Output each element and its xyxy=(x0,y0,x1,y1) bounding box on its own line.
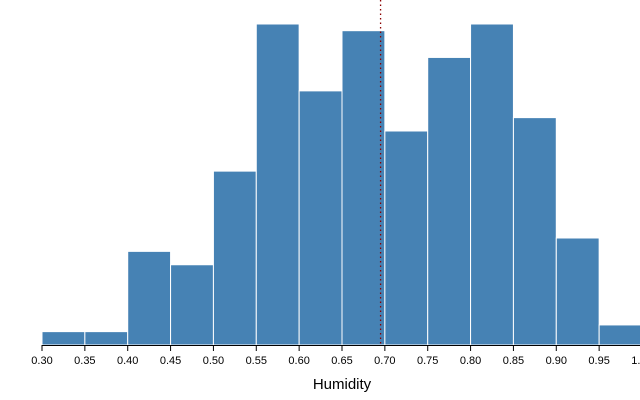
histogram-bar xyxy=(170,264,214,346)
histogram-bar xyxy=(555,237,600,346)
histogram-bar xyxy=(470,23,514,346)
histogram-bar xyxy=(127,250,172,346)
x-tick-label: 0.80 xyxy=(460,355,481,367)
x-tick-label: 0.90 xyxy=(546,355,567,367)
x-tick-label: 0.50 xyxy=(203,355,224,367)
histogram-bar xyxy=(427,56,472,346)
x-tick-label: 0.60 xyxy=(288,355,309,367)
x-tick-label: 0.35 xyxy=(74,355,95,367)
x-axis-title: Humidity xyxy=(313,376,372,393)
histogram-bar xyxy=(512,117,557,346)
histogram-bar xyxy=(84,331,129,346)
histogram-bar xyxy=(384,130,429,346)
histogram-bars xyxy=(41,23,640,346)
x-tick-label: 0.85 xyxy=(503,355,524,367)
histogram-bar xyxy=(298,90,343,346)
histogram-bar xyxy=(255,23,300,346)
x-tick-label: 1.00 xyxy=(631,355,640,367)
histogram-bar xyxy=(212,170,257,346)
x-axis: 0.30 0.35 0.40 0.45 0.50 0.55 0.60 0.65 0.70 0.75… xyxy=(31,345,640,367)
x-tick-label: 0.40 xyxy=(117,355,138,367)
x-tick-label: 0.75 xyxy=(417,355,438,367)
histogram-bar xyxy=(598,324,640,346)
x-tick-label: 0.95 xyxy=(588,355,609,367)
x-tick-label: 0.55 xyxy=(246,355,267,367)
x-tick-label: 0.70 xyxy=(374,355,395,367)
histogram-bar xyxy=(41,331,86,346)
histogram-bar xyxy=(341,30,386,346)
x-tick-label: 0.30 xyxy=(31,355,52,367)
x-tick-label: 0.65 xyxy=(331,355,352,367)
x-tick-label: 0.45 xyxy=(160,355,181,367)
